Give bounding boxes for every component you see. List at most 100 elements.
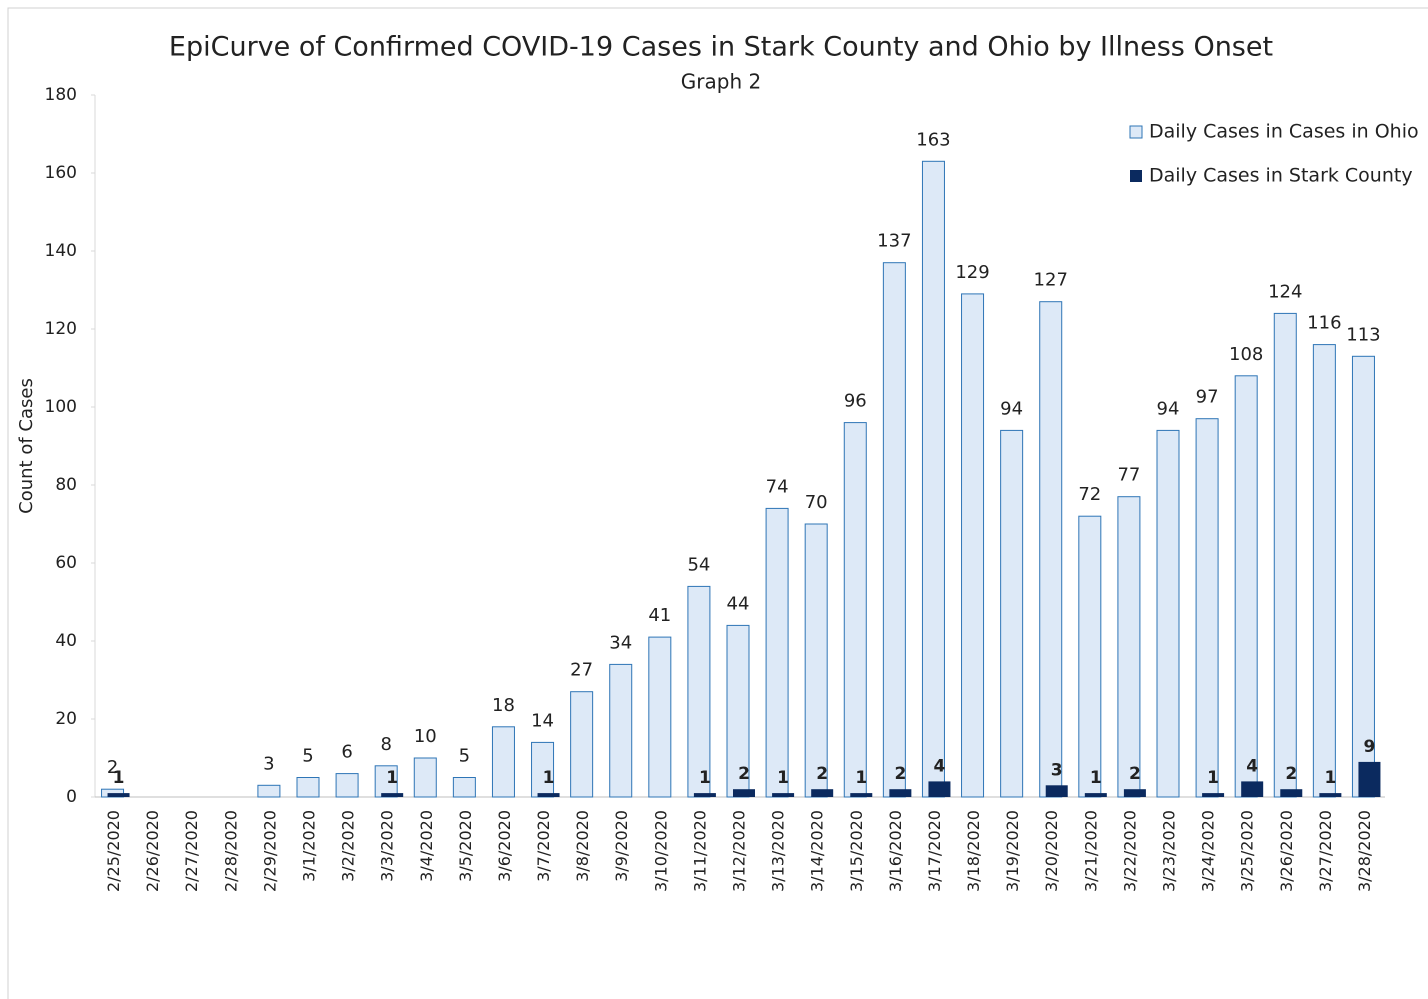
value-label: 10: [414, 726, 437, 747]
value-label: 113: [1346, 324, 1380, 345]
value-label: 3: [263, 753, 274, 774]
x-tick-label: 3/5/2020: [456, 810, 475, 882]
stark-bar: [1045, 785, 1068, 797]
x-tick-label: 3/10/2020: [651, 810, 670, 892]
x-tick-label: 3/15/2020: [847, 810, 866, 892]
y-tick-label: 140: [45, 241, 77, 261]
ohio-bar: [648, 636, 672, 798]
stark-bar: [811, 789, 834, 797]
legend-swatch: [1129, 125, 1143, 139]
x-tick-label: 3/9/2020: [612, 810, 631, 882]
x-tick-label: 3/7/2020: [534, 810, 553, 882]
value-label: 27: [570, 660, 593, 681]
y-tick-label: 20: [55, 709, 77, 729]
ohio-bar: [687, 585, 711, 798]
stark-bar: [1123, 789, 1146, 797]
stark-bar: [693, 793, 716, 797]
value-label: 129: [955, 262, 989, 283]
ohio-bar: [843, 422, 867, 798]
stark-bar: [381, 793, 404, 797]
stark-bar: [537, 793, 560, 797]
ohio-bar: [609, 663, 633, 798]
value-label: 2: [816, 764, 828, 784]
value-label: 74: [766, 476, 789, 497]
value-label: 2: [1129, 764, 1141, 784]
stark-bar: [1241, 781, 1264, 797]
value-label: 70: [805, 492, 828, 513]
value-label: 108: [1229, 344, 1263, 365]
x-tick-label: 2/26/2020: [143, 810, 162, 892]
x-tick-label: 2/29/2020: [260, 810, 279, 892]
value-label: 2: [1285, 764, 1297, 784]
x-tick-label: 2/28/2020: [221, 810, 240, 892]
ohio-bar: [804, 523, 828, 798]
x-tick-label: 3/4/2020: [417, 810, 436, 882]
value-label: 94: [1000, 398, 1023, 419]
ohio-bar: [1078, 515, 1102, 798]
x-tick-label: 3/24/2020: [1199, 810, 1218, 892]
stark-bar: [1084, 793, 1107, 797]
ohio-bar: [491, 726, 515, 798]
value-label: 96: [844, 391, 867, 412]
y-tick-label: 160: [45, 163, 77, 183]
stark-bar: [733, 789, 755, 797]
ohio-bar: [413, 757, 437, 798]
x-tick-label: 2/27/2020: [182, 810, 201, 892]
ohio-bar: [1312, 344, 1336, 798]
ohio-bar: [1351, 355, 1375, 798]
x-tick-label: 3/12/2020: [730, 810, 749, 892]
x-tick-label: 3/1/2020: [300, 810, 319, 882]
ohio-bar: [1234, 375, 1258, 798]
legend-label: Daily Cases in Cases in Ohio: [1149, 121, 1419, 143]
value-label: 3: [1051, 760, 1063, 780]
x-tick-label: 3/28/2020: [1355, 810, 1374, 892]
x-tick-label: 3/2/2020: [339, 810, 358, 882]
y-tick-label: 180: [45, 85, 77, 105]
value-label: 41: [648, 605, 671, 626]
stark-bar: [772, 793, 795, 797]
value-label: 124: [1268, 281, 1302, 302]
value-label: 1: [543, 768, 555, 788]
x-tick-label: 3/25/2020: [1238, 810, 1257, 892]
ohio-bar: [1117, 496, 1141, 798]
value-label: 44: [727, 593, 750, 614]
ohio-bar: [1195, 418, 1219, 798]
value-label: 127: [1034, 270, 1068, 291]
value-label: 14: [531, 710, 554, 731]
x-tick-label: 3/13/2020: [769, 810, 788, 892]
value-label: 6: [341, 742, 352, 763]
x-tick-label: 3/14/2020: [808, 810, 827, 892]
y-tick-label: 0: [66, 787, 77, 807]
x-tick-label: 3/21/2020: [1081, 810, 1100, 892]
value-label: 97: [1196, 387, 1219, 408]
value-label: 4: [1246, 756, 1258, 776]
ohio-bar: [257, 784, 281, 798]
x-tick-label: 3/11/2020: [690, 810, 709, 892]
x-tick-label: 3/23/2020: [1160, 810, 1179, 892]
x-tick-label: 3/26/2020: [1277, 810, 1296, 892]
chart-title: EpiCurve of Confirmed COVID-19 Cases in …: [169, 32, 1273, 63]
value-label: 8: [380, 734, 391, 755]
stark-bar: [1202, 793, 1225, 797]
y-tick-label: 80: [55, 475, 77, 495]
value-label: 72: [1078, 484, 1101, 505]
value-label: 1: [113, 768, 125, 788]
chart-subtitle: Graph 2: [681, 70, 761, 94]
ohio-bar: [882, 262, 906, 798]
legend-label: Daily Cases in Stark County: [1149, 165, 1413, 187]
value-label: 18: [492, 695, 515, 716]
ohio-bar: [765, 507, 789, 798]
x-tick-label: 3/16/2020: [886, 810, 905, 892]
stark-bar: [1319, 793, 1342, 797]
value-label: 4: [934, 756, 946, 776]
stark-bar: [1358, 761, 1381, 797]
x-tick-label: 3/17/2020: [925, 810, 944, 892]
x-tick-label: 3/20/2020: [1042, 810, 1061, 892]
value-label: 54: [687, 554, 710, 575]
ohio-bar: [961, 293, 985, 798]
y-tick-label: 100: [45, 397, 77, 417]
x-tick-label: 3/3/2020: [378, 810, 397, 882]
ohio-bar: [1000, 429, 1024, 798]
x-tick-label: 3/6/2020: [495, 810, 514, 882]
